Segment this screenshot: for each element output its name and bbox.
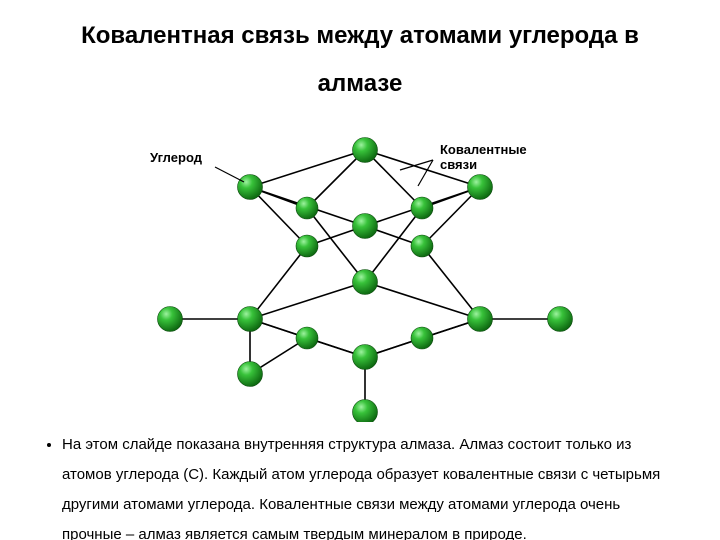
carbon-atom xyxy=(468,307,493,332)
bond xyxy=(250,282,365,319)
carbon-atom xyxy=(353,345,378,370)
carbon-atom xyxy=(353,270,378,295)
bond xyxy=(365,282,480,319)
carbon-atom xyxy=(548,307,573,332)
carbon-atom xyxy=(353,400,378,423)
label-covalent-bonds: Ковалентные связи xyxy=(440,142,530,172)
body-text-list: На этом слайде показана внутренняя струк… xyxy=(36,430,684,540)
carbon-atom xyxy=(411,197,433,219)
bullet-1: На этом слайде показана внутренняя струк… xyxy=(62,430,684,540)
carbon-atom xyxy=(238,175,263,200)
carbon-atom xyxy=(238,362,263,387)
diamond-structure-diagram: Углерод Ковалентные связи xyxy=(110,112,610,422)
carbon-atom xyxy=(468,175,493,200)
bond xyxy=(422,246,480,319)
carbon-atom xyxy=(353,214,378,239)
carbon-atom xyxy=(296,327,318,349)
bond xyxy=(250,246,307,319)
bond xyxy=(250,150,365,187)
carbon-atom xyxy=(238,307,263,332)
label-carbon: Углерод xyxy=(150,150,203,165)
slide-title: Ковалентная связь между атомами углерода… xyxy=(36,12,684,108)
callout-carbon-line xyxy=(215,167,244,182)
carbon-atom xyxy=(296,197,318,219)
carbon-atom xyxy=(296,235,318,257)
carbon-atom xyxy=(158,307,183,332)
carbon-atom xyxy=(411,327,433,349)
carbon-atom xyxy=(411,235,433,257)
carbon-atom xyxy=(353,138,378,163)
